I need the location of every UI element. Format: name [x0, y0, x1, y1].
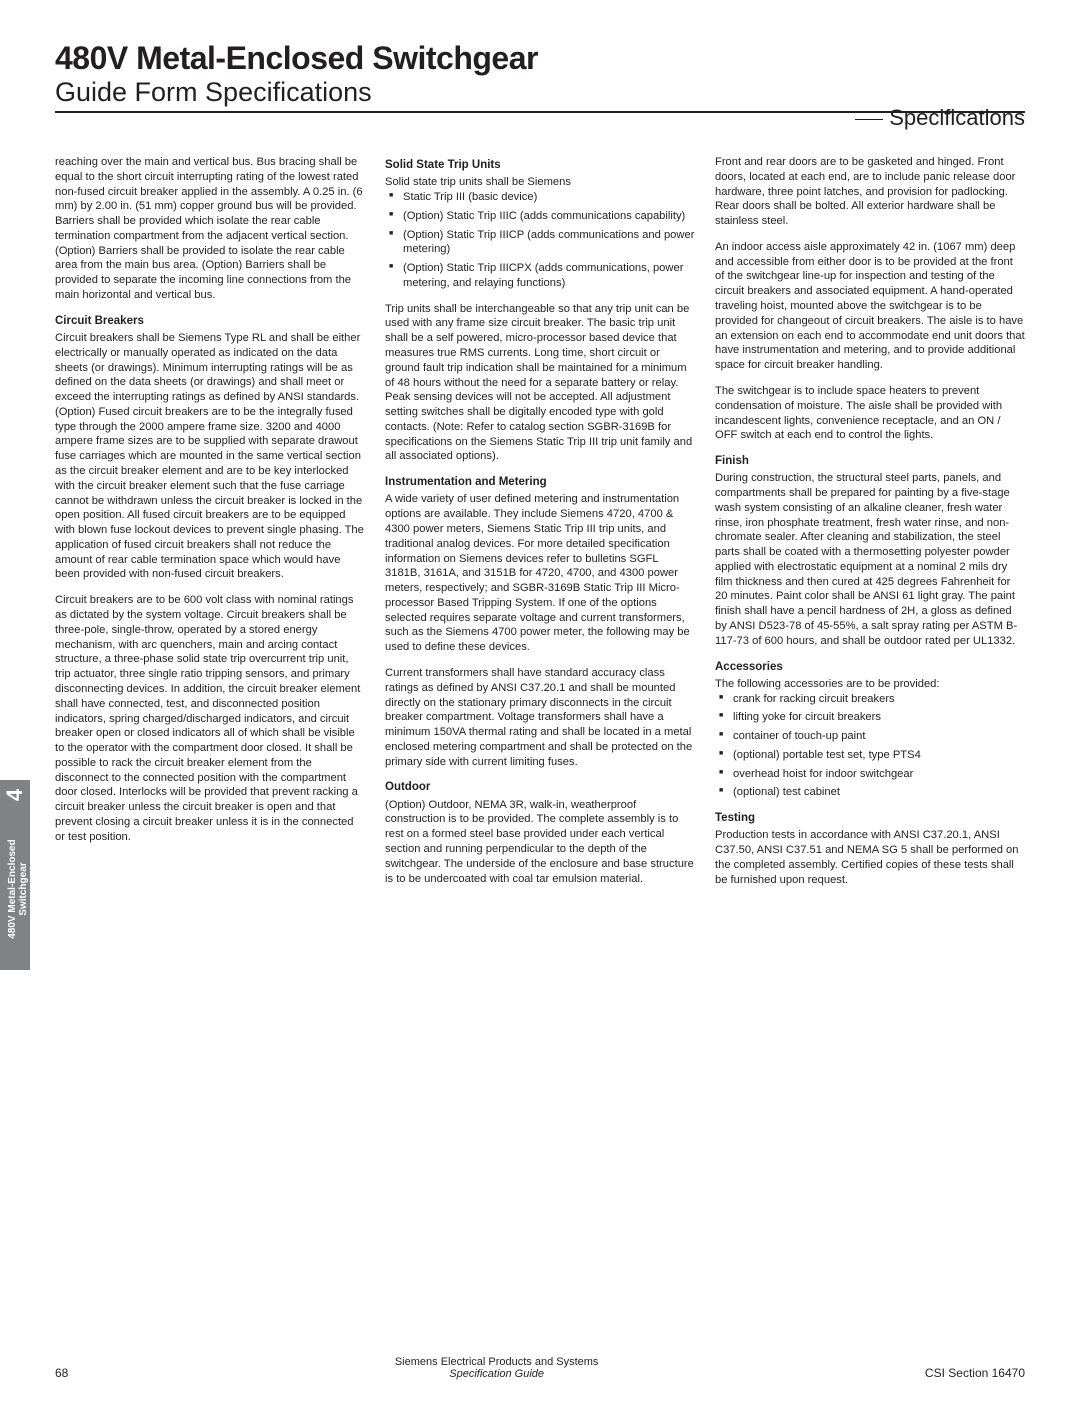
title-block: 480V Metal-Enclosed Switchgear Guide For…	[55, 40, 1025, 113]
body-text: Production tests in accordance with ANSI…	[715, 828, 1025, 887]
list-item: crank for racking circuit breakers	[715, 692, 1025, 707]
page-footer: 68 Siemens Electrical Products and Syste…	[55, 1356, 1025, 1380]
body-text: reaching over the main and vertical bus.…	[55, 155, 365, 303]
csi-section: CSI Section 16470	[925, 1366, 1025, 1380]
body-text: Front and rear doors are to be gasketed …	[715, 155, 1025, 229]
doc-subtitle: Guide Form Specifications	[55, 77, 1025, 108]
list-item: overhead hoist for indoor switchgear	[715, 767, 1025, 782]
body-text: Solid state trip units shall be Siemens	[385, 175, 695, 190]
body-text: An indoor access aisle approximately 42 …	[715, 240, 1025, 373]
list-item: (Option) Static Trip IIICPX (adds commun…	[385, 261, 695, 291]
body-text: A wide variety of user defined metering …	[385, 492, 695, 655]
column-2: Solid State Trip Units Solid state trip …	[385, 155, 695, 899]
column-3: Front and rear doors are to be gasketed …	[715, 155, 1025, 899]
bullet-list: crank for racking circuit breakers lifti…	[715, 692, 1025, 801]
body-text: (Option) Outdoor, NEMA 3R, walk-in, weat…	[385, 798, 695, 887]
tab-number: 4	[2, 780, 28, 810]
body-text: Current transformers shall have standard…	[385, 666, 695, 769]
body-text: During construction, the structural stee…	[715, 471, 1025, 648]
side-tab: 4 480V Metal-EnclosedSwitchgear	[0, 780, 30, 970]
footer-line1: Siemens Electrical Products and Systems	[395, 1356, 599, 1368]
list-item: container of touch-up paint	[715, 729, 1025, 744]
page-number: 68	[55, 1366, 68, 1380]
body-text: Circuit breakers shall be Siemens Type R…	[55, 331, 365, 582]
content-columns: reaching over the main and vertical bus.…	[55, 155, 1025, 899]
body-text: The following accessories are to be prov…	[715, 677, 1025, 692]
section-label: Specifications	[855, 105, 1025, 131]
heading-testing: Testing	[715, 811, 1025, 826]
heading-accessories: Accessories	[715, 660, 1025, 675]
doc-title: 480V Metal-Enclosed Switchgear	[55, 40, 1025, 77]
footer-line2: Specification Guide	[395, 1368, 599, 1380]
heading-circuit-breakers: Circuit Breakers	[55, 314, 365, 329]
heading-trip-units: Solid State Trip Units	[385, 158, 695, 173]
list-item: (optional) test cabinet	[715, 785, 1025, 800]
list-item: (Option) Static Trip IIICP (adds communi…	[385, 228, 695, 258]
body-text: Circuit breakers are to be 600 volt clas…	[55, 593, 365, 844]
bullet-list: Static Trip III (basic device) (Option) …	[385, 190, 695, 291]
list-item: (Option) Static Trip IIIC (adds communic…	[385, 209, 695, 224]
body-text: Trip units shall be interchangeable so t…	[385, 302, 695, 465]
heading-outdoor: Outdoor	[385, 780, 695, 795]
list-item: lifting yoke for circuit breakers	[715, 710, 1025, 725]
tab-label: 480V Metal-EnclosedSwitchgear	[7, 809, 29, 969]
heading-instrumentation: Instrumentation and Metering	[385, 475, 695, 490]
column-1: reaching over the main and vertical bus.…	[55, 155, 365, 899]
list-item: Static Trip III (basic device)	[385, 190, 695, 205]
body-text: The switchgear is to include space heate…	[715, 384, 1025, 443]
heading-finish: Finish	[715, 454, 1025, 469]
list-item: (optional) portable test set, type PTS4	[715, 748, 1025, 763]
footer-center: Siemens Electrical Products and Systems …	[395, 1356, 599, 1380]
